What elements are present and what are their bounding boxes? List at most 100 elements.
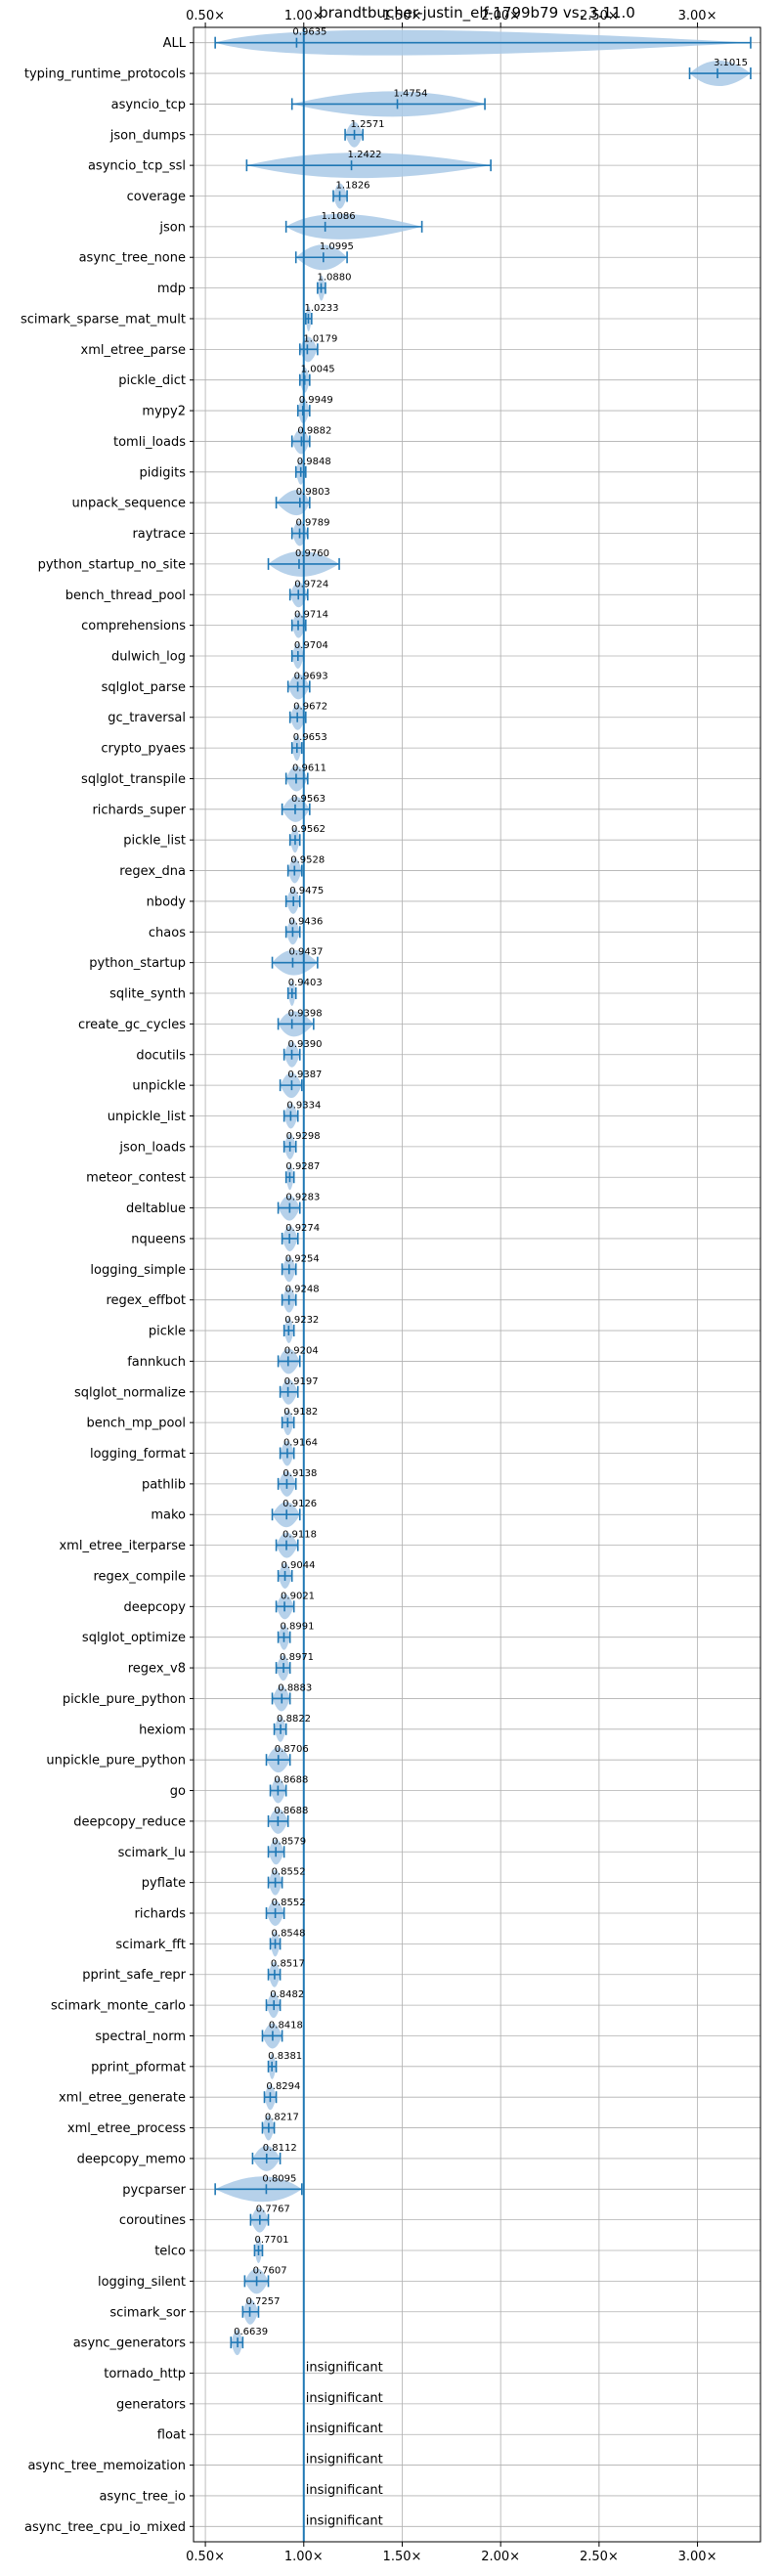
value-label: 1.1826: [336, 181, 370, 192]
category-label: raytrace: [132, 527, 186, 542]
category-label: telco: [154, 2245, 186, 2259]
category-label: pickle: [149, 1325, 186, 1339]
category-label: scimark_fft: [115, 1938, 186, 1952]
value-label: 0.9334: [286, 1100, 321, 1111]
category-label: float: [157, 2428, 186, 2443]
value-label: 0.7257: [246, 2296, 281, 2307]
x-tick-label-bottom: 0.50×: [186, 2550, 225, 2564]
value-label: 0.8991: [280, 1622, 314, 1633]
category-label: unpickle: [132, 1079, 186, 1094]
category-label: gc_traversal: [108, 711, 186, 725]
value-label: 0.9803: [296, 487, 330, 498]
value-label: 1.0995: [320, 241, 354, 252]
value-label: 0.9283: [285, 1193, 320, 1203]
category-label: pprint_pformat: [91, 2060, 186, 2074]
category-label: mypy2: [142, 405, 186, 419]
x-tick-label-top: 3.00×: [678, 9, 717, 23]
value-label: 0.9182: [283, 1407, 318, 1418]
category-label: unpickle_pure_python: [46, 1754, 186, 1768]
category-label: pathlib: [142, 1477, 186, 1492]
value-label: 0.9693: [294, 671, 328, 681]
category-label: ALL: [163, 36, 187, 51]
marks-layer: [214, 27, 752, 2542]
category-label: json: [158, 220, 186, 235]
category-label: comprehensions: [81, 619, 186, 633]
value-label: 0.8971: [280, 1652, 314, 1663]
category-label: unpack_sequence: [71, 497, 186, 511]
category-label: asyncio_tcp_ssl: [88, 159, 186, 174]
category-label: richards: [135, 1907, 187, 1922]
category-label: sqlglot_transpile: [81, 772, 186, 787]
category-label: json_loads: [118, 1140, 186, 1155]
value-label: 0.9672: [293, 702, 327, 713]
value-label: 0.8822: [277, 1714, 311, 1725]
category-label: tornado_http: [104, 2367, 186, 2381]
category-label: bench_mp_pool: [86, 1417, 186, 1431]
value-label: 0.9882: [297, 425, 331, 436]
category-label: pycparser: [122, 2183, 186, 2198]
value-label: 0.9563: [291, 794, 326, 805]
category-label: bench_thread_pool: [65, 589, 186, 603]
category-label: pprint_safe_repr: [82, 1968, 186, 1983]
x-tick-label-top: 0.50×: [186, 9, 225, 23]
category-label: regex_effbot: [106, 1293, 186, 1308]
value-label: 1.2571: [351, 119, 385, 130]
insignificant-label: insignificant: [306, 2483, 383, 2498]
category-label: mako: [151, 1508, 186, 1523]
category-label: async_tree_none: [79, 251, 186, 266]
insignificant-label: insignificant: [306, 2422, 383, 2436]
category-label: richards_super: [92, 803, 186, 817]
category-label: spectral_norm: [95, 2030, 186, 2044]
category-label: tomli_loads: [113, 435, 186, 450]
axes-layer: 0.50× 0.50× 1.00× 1.00× 1.50× 1.50× 2.00× 2.00×…: [21, 9, 761, 2564]
value-label: 0.9248: [285, 1285, 320, 1295]
value-label: 0.9436: [288, 916, 323, 927]
category-label: xml_etree_generate: [59, 2091, 186, 2106]
x-tick-label-bottom: 2.00×: [481, 2550, 520, 2564]
category-label: deepcopy: [123, 1600, 186, 1615]
category-label: pidigits: [140, 465, 187, 480]
category-label: unpickle_list: [108, 1110, 186, 1124]
category-label: deltablue: [126, 1201, 186, 1216]
value-label: 1.0045: [301, 365, 335, 375]
value-label: 0.9287: [285, 1161, 320, 1172]
category-label: python_startup_no_site: [38, 557, 186, 572]
x-tick-label-bottom: 2.50×: [580, 2550, 619, 2564]
value-label: 0.9164: [283, 1438, 318, 1449]
category-label: crypto_pyaes: [101, 742, 186, 757]
category-label: deepcopy_reduce: [73, 1814, 186, 1829]
category-label: json_dumps: [109, 128, 186, 143]
value-label: 0.9760: [295, 548, 329, 559]
value-label: 0.8294: [266, 2081, 300, 2092]
category-label: async_tree_cpu_io_mixed: [24, 2520, 186, 2535]
category-label: docutils: [136, 1048, 186, 1063]
value-label: 0.8482: [270, 1989, 304, 2000]
category-label: scimark_lu: [118, 1846, 186, 1860]
value-label: 1.2422: [348, 150, 382, 160]
x-tick-label-top: 2.50×: [580, 9, 619, 23]
category-label: fannkuch: [127, 1355, 186, 1370]
value-label: 0.8688: [274, 1806, 308, 1816]
category-label: coverage: [127, 190, 186, 204]
value-label: 0.9274: [285, 1223, 320, 1234]
category-label: xml_etree_process: [67, 2121, 186, 2136]
value-label: 0.9403: [288, 978, 323, 988]
value-label: 0.8552: [272, 1867, 306, 1878]
category-label: pickle_list: [123, 834, 186, 849]
x-tick-label-bottom: 1.00×: [284, 2550, 324, 2564]
x-tick-label-top: 2.00×: [481, 9, 520, 23]
insignificant-label: insignificant: [306, 2391, 383, 2406]
value-label: 0.9611: [292, 763, 326, 773]
category-label: pickle_dict: [118, 373, 186, 388]
value-label: 0.8688: [274, 1775, 308, 1786]
value-label: 0.9635: [292, 27, 326, 38]
category-label: logging_format: [90, 1447, 186, 1462]
plot-frame: [193, 26, 761, 2543]
insignificant-label: insignificant: [306, 2453, 383, 2467]
value-label: 1.0233: [304, 303, 338, 314]
value-label: 1.0880: [318, 273, 352, 284]
category-label: dulwich_log: [111, 650, 186, 665]
category-label: logging_silent: [98, 2275, 186, 2290]
